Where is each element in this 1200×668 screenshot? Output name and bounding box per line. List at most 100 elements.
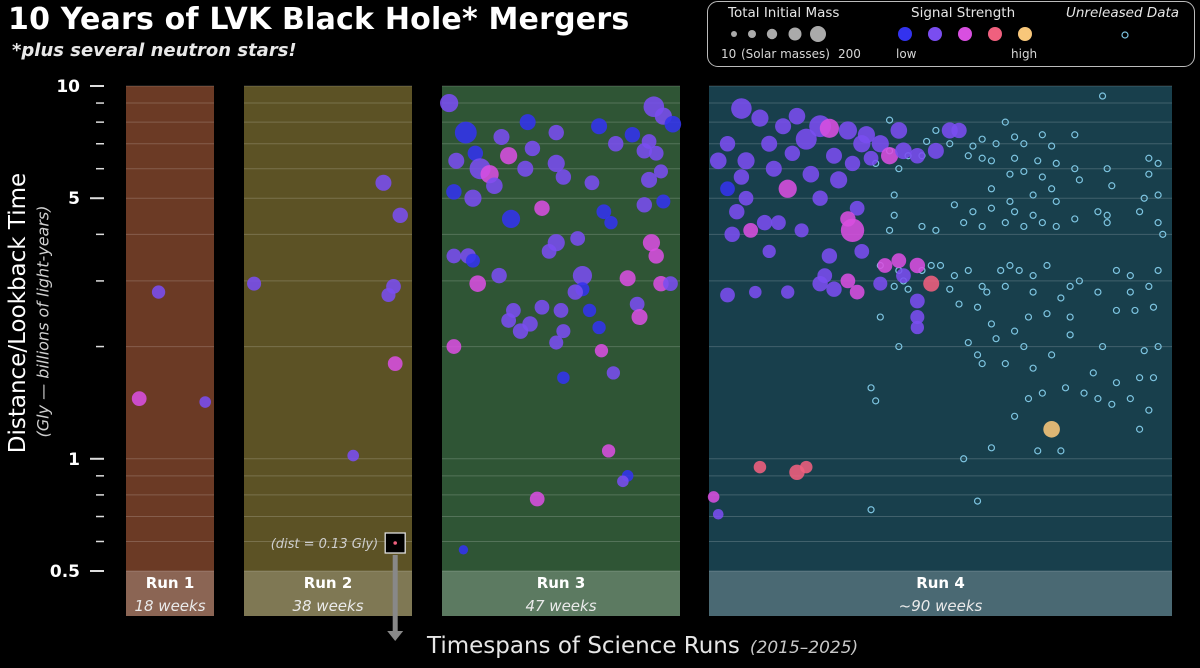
unreleased-point [1048, 351, 1056, 359]
annotation-arrow-shaft [392, 555, 398, 633]
merger-point [653, 164, 668, 179]
unreleased-point [1135, 374, 1144, 382]
merger-point [553, 303, 569, 318]
merger-point [749, 285, 762, 299]
merger-point [199, 396, 212, 408]
legend-mass-dot [748, 30, 756, 38]
legend-mass-dot [731, 31, 737, 37]
merger-point [863, 150, 879, 166]
merger-point [720, 181, 735, 197]
unreleased-point [1140, 194, 1148, 202]
unreleased-point [1038, 219, 1046, 227]
unreleased-point [867, 384, 875, 392]
unreleased-point [890, 282, 898, 291]
merger-point [584, 175, 600, 191]
unreleased-point [1071, 165, 1079, 173]
unreleased-point [964, 152, 972, 160]
merger-point [844, 155, 861, 172]
unreleased-point [923, 137, 931, 146]
merger-point [548, 124, 564, 141]
merger-point [778, 179, 797, 198]
merger-point [733, 169, 750, 185]
merger-point [896, 268, 911, 283]
unreleased-point [987, 320, 996, 328]
merger-point [775, 118, 792, 135]
unreleased-point [1094, 288, 1102, 296]
merger-point [547, 154, 565, 172]
run-panel-bg [709, 86, 1172, 616]
merger-point [151, 285, 166, 299]
merger-point [512, 323, 529, 339]
merger-point [729, 204, 745, 220]
merger-point [501, 209, 521, 229]
unreleased-point [918, 222, 926, 231]
unreleased-point [867, 506, 875, 514]
merger-point [743, 222, 759, 238]
merger-point [448, 152, 465, 169]
merger-point [648, 248, 664, 264]
merger-point [529, 491, 545, 507]
unreleased-point [1103, 165, 1111, 173]
run-name-label: Run 3 [537, 574, 586, 592]
merger-point [631, 309, 648, 326]
x-axis-years: (2015–2025) [749, 638, 859, 658]
unreleased-point [978, 135, 986, 143]
merger-point [849, 200, 865, 216]
unreleased-point [1015, 266, 1023, 275]
unreleased-point [1001, 360, 1009, 368]
merger-point [854, 244, 870, 259]
unreleased-point [946, 285, 954, 293]
unreleased-point [1145, 282, 1153, 291]
run-label-band [709, 571, 1172, 616]
x-axis-label: Timespans of Science Runs (2015–2025) [427, 633, 858, 659]
unreleased-point [1020, 167, 1028, 176]
merger-point [909, 257, 926, 274]
unreleased-point [927, 261, 935, 270]
merger-point [656, 194, 671, 209]
merger-point [642, 234, 661, 252]
merger-point [756, 214, 773, 231]
merger-point [825, 147, 843, 164]
merger-point [910, 310, 925, 325]
unreleased-point [1159, 230, 1167, 238]
chart-title: 10 Years of LVK Black Hole* Mergers [8, 2, 630, 37]
unreleased-point [960, 219, 968, 227]
annotation-arrow-head [387, 631, 404, 641]
merger-point [664, 115, 682, 133]
unreleased-point [1098, 342, 1107, 351]
unreleased-point [1052, 222, 1060, 231]
merger-point [641, 171, 658, 188]
unreleased-point [1020, 140, 1028, 148]
unreleased-point [1103, 219, 1111, 227]
unreleased-point [950, 272, 958, 280]
unreleased-point [1089, 369, 1097, 377]
unreleased-point [1154, 191, 1162, 199]
unreleased-point [1043, 261, 1051, 270]
merger-point [606, 366, 621, 380]
merger-point [819, 118, 839, 138]
merger-point [570, 231, 586, 246]
unreleased-point [955, 300, 963, 308]
merger-point [840, 273, 856, 289]
merger-point [534, 299, 550, 315]
unreleased-point [973, 497, 982, 505]
annotation-point [393, 541, 398, 545]
merger-point [582, 303, 597, 318]
merger-point [555, 169, 572, 185]
unreleased-point [978, 360, 986, 368]
unreleased-point [1066, 331, 1074, 339]
merger-point [604, 215, 618, 230]
merger-point [601, 444, 616, 458]
unreleased-point [1108, 182, 1116, 190]
legend-signal-high: high [1011, 47, 1038, 61]
unreleased-point [1075, 277, 1084, 285]
unreleased-point [885, 226, 894, 234]
merger-point [873, 276, 888, 291]
merger-point [500, 147, 518, 165]
legend-signal-dot [1018, 27, 1032, 41]
legend-mass-dot [810, 26, 826, 42]
unreleased-point [1029, 288, 1037, 296]
unreleased-point [1108, 400, 1116, 408]
merger-point [592, 320, 606, 335]
